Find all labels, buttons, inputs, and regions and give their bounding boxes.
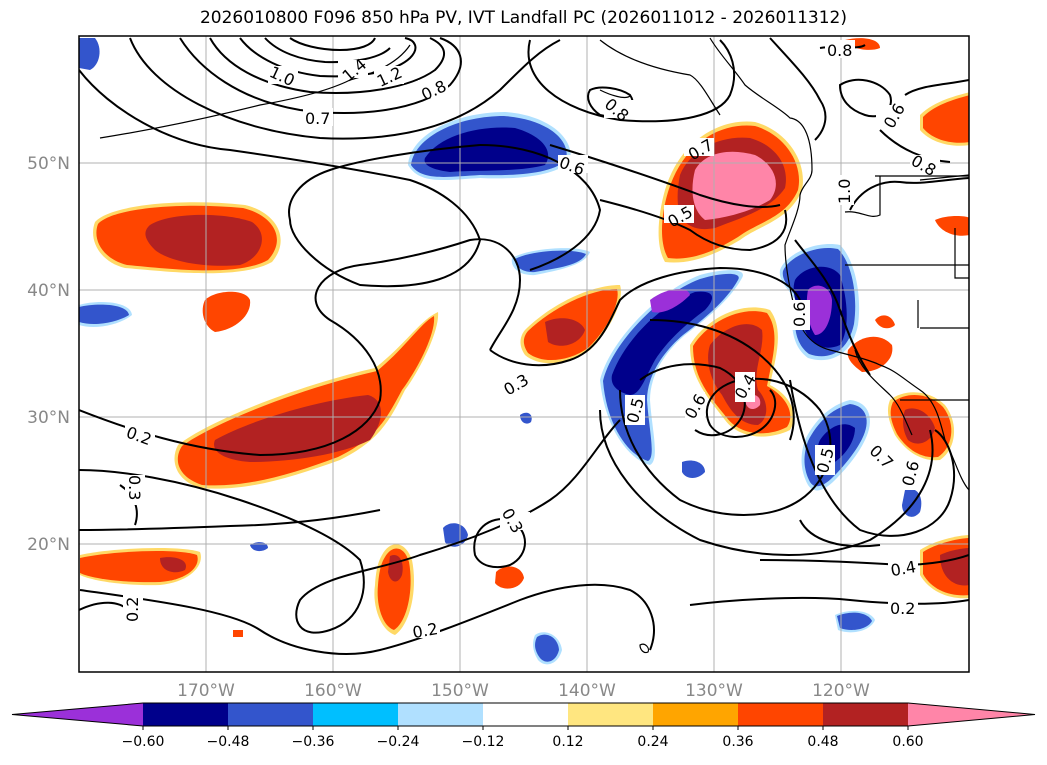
latitude-labels: 50°N 40°N 30°N 20°N — [27, 154, 70, 555]
colorbar-tick-label: −0.48 — [207, 734, 250, 750]
lon-label: 140°W — [558, 681, 616, 701]
lon-label: 130°W — [685, 681, 743, 701]
colorbar-segment — [568, 703, 653, 726]
lon-label: 120°W — [812, 681, 870, 701]
colorbar-segment — [823, 703, 908, 726]
contour-label: 0.6 — [790, 302, 809, 327]
colorbar-tick-label: 0.12 — [552, 734, 583, 750]
colorbar: −0.60 −0.48 −0.36 −0.24 −0.12 0.12 0.24 0.36 0.4… — [11, 702, 1036, 750]
colorbar-extend-max — [908, 703, 1035, 726]
contour-label: 0.8 — [827, 41, 852, 60]
contour-label: 0.2 — [123, 597, 142, 622]
colorbar-tick-label: −0.24 — [377, 734, 420, 750]
figure-title: 2026010800 F096 850 hPa PV, IVT Landfall… — [199, 8, 847, 28]
colorbar-segment — [398, 703, 483, 726]
colorbar-tick-label: 0.24 — [637, 734, 668, 750]
colorbar-tick-label: −0.36 — [292, 734, 335, 750]
colorbar-segment — [143, 703, 228, 726]
pv-contours — [79, 37, 969, 655]
colorbar-segment — [738, 703, 823, 726]
contour-label: 0.4 — [889, 557, 917, 580]
lon-label: 160°W — [304, 681, 362, 701]
colorbar-tick-label: 0.60 — [892, 734, 923, 750]
colorbar-tick-label: 0.48 — [807, 734, 838, 750]
longitude-labels: 170°W 160°W 150°W 140°W 130°W 120°W — [177, 681, 870, 701]
contour-label: 0.2 — [890, 599, 915, 618]
lat-label: 30°N — [27, 408, 70, 428]
contour-label: 0.7 — [305, 109, 330, 128]
lon-label: 150°W — [431, 681, 489, 701]
colorbar-extend-min — [12, 703, 143, 726]
lat-label: 20°N — [27, 535, 70, 555]
colorbar-segment — [228, 703, 313, 726]
contour-label: 1.0 — [835, 179, 854, 204]
colorbar-segment — [653, 703, 738, 726]
map-frame — [78, 35, 970, 673]
colorbar-tick-label: −0.60 — [122, 734, 165, 750]
lat-label: 40°N — [27, 281, 70, 301]
colorbar-segment — [483, 703, 568, 726]
graticule — [79, 36, 969, 672]
colorbar-tick-label: −0.12 — [462, 734, 505, 750]
contour-label: 0.3 — [125, 475, 144, 500]
colorbar-segment — [313, 703, 398, 726]
colorbar-tick-label: 0.36 — [722, 734, 753, 750]
lat-label: 50°N — [27, 154, 70, 174]
contour-label: 0.2 — [411, 619, 439, 642]
lon-label: 170°W — [177, 681, 235, 701]
